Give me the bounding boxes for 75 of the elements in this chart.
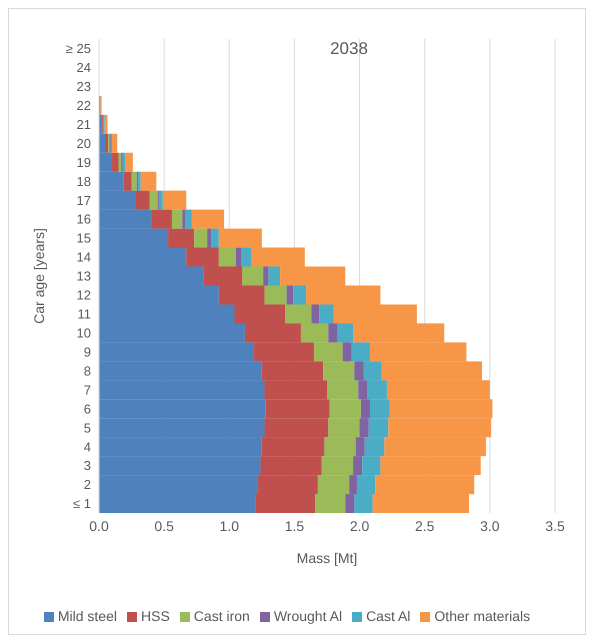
legend-label: Wrought Al bbox=[274, 608, 342, 624]
bar bbox=[293, 285, 306, 304]
chart-title: 2038 bbox=[329, 39, 369, 59]
bar bbox=[138, 172, 141, 191]
y-axis-title: Car age [years] bbox=[30, 228, 47, 324]
y-tick-label: 5 bbox=[84, 420, 91, 436]
bar bbox=[135, 190, 150, 210]
y-tick-label: 13 bbox=[76, 268, 91, 284]
bar bbox=[106, 134, 108, 153]
bar bbox=[194, 228, 208, 248]
bar bbox=[112, 134, 118, 153]
x-tick-label: 3.0 bbox=[480, 518, 500, 534]
x-tick-label: 0.0 bbox=[89, 518, 109, 534]
bar bbox=[328, 323, 338, 342]
bar bbox=[207, 228, 212, 248]
bar bbox=[211, 228, 219, 248]
y-tick-label: 16 bbox=[76, 212, 91, 227]
y-tick-label: 21 bbox=[76, 116, 91, 132]
x-tick-label: 1.5 bbox=[284, 518, 304, 534]
y-tick-label: 10 bbox=[76, 325, 91, 340]
bar bbox=[124, 172, 132, 191]
bar bbox=[172, 210, 182, 229]
y-tick-label: 18 bbox=[76, 174, 91, 189]
bar bbox=[132, 172, 137, 191]
bar bbox=[342, 342, 352, 362]
y-tick-label: ≥ 25 bbox=[66, 41, 91, 56]
legend-label: Cast iron bbox=[194, 608, 250, 624]
y-tick-label: 3 bbox=[84, 458, 91, 474]
bar bbox=[125, 152, 133, 172]
bar bbox=[311, 304, 320, 324]
bar bbox=[182, 210, 185, 229]
x-axis-title: Mass [Mt] bbox=[296, 550, 358, 566]
y-tick-label: 17 bbox=[76, 192, 91, 208]
y-tick-label: 9 bbox=[84, 344, 91, 360]
y-tick-label: 12 bbox=[76, 288, 91, 303]
bar bbox=[158, 190, 163, 210]
x-tick-label: 0.5 bbox=[154, 518, 174, 534]
y-tick-label: 20 bbox=[76, 136, 91, 151]
y-tick-label: 6 bbox=[84, 401, 91, 416]
bar bbox=[104, 114, 108, 134]
bar bbox=[118, 152, 122, 172]
bar bbox=[242, 266, 264, 286]
y-tick-label: 2 bbox=[84, 477, 91, 492]
y-tick-label: ≤ 1 bbox=[73, 496, 91, 512]
bar bbox=[263, 266, 268, 286]
bar bbox=[112, 152, 119, 172]
bar bbox=[241, 248, 252, 267]
bar bbox=[122, 152, 126, 172]
y-tick-label: 7 bbox=[84, 382, 91, 398]
y-tick-label: 22 bbox=[76, 98, 91, 113]
y-tick-label: 24 bbox=[76, 60, 91, 76]
legend-label: Other materials bbox=[434, 608, 530, 624]
y-tick-label: 23 bbox=[76, 79, 91, 94]
bar bbox=[236, 248, 242, 267]
y-tick-label: 4 bbox=[84, 439, 91, 454]
bar bbox=[319, 304, 334, 324]
legend-label: Mild steel bbox=[58, 608, 117, 624]
y-tick-label: 11 bbox=[78, 306, 91, 322]
y-tick-label: 15 bbox=[76, 230, 91, 246]
legend-label: HSS bbox=[141, 608, 170, 624]
x-tick-label: 1.0 bbox=[220, 518, 240, 534]
legend-label: Cast Al bbox=[366, 608, 410, 624]
bar bbox=[218, 248, 236, 267]
bar bbox=[184, 210, 192, 229]
x-tick-label: 3.5 bbox=[545, 518, 565, 534]
bar bbox=[150, 190, 158, 210]
y-tick-label: 14 bbox=[76, 250, 91, 265]
x-tick-label: 2.5 bbox=[414, 518, 435, 534]
bar bbox=[286, 285, 294, 304]
y-tick-label: 19 bbox=[76, 154, 91, 170]
bar bbox=[140, 172, 156, 191]
bar bbox=[268, 266, 280, 286]
x-tick-label: 2.0 bbox=[350, 518, 370, 534]
bar bbox=[162, 190, 186, 210]
y-tick-label: 8 bbox=[84, 363, 91, 378]
